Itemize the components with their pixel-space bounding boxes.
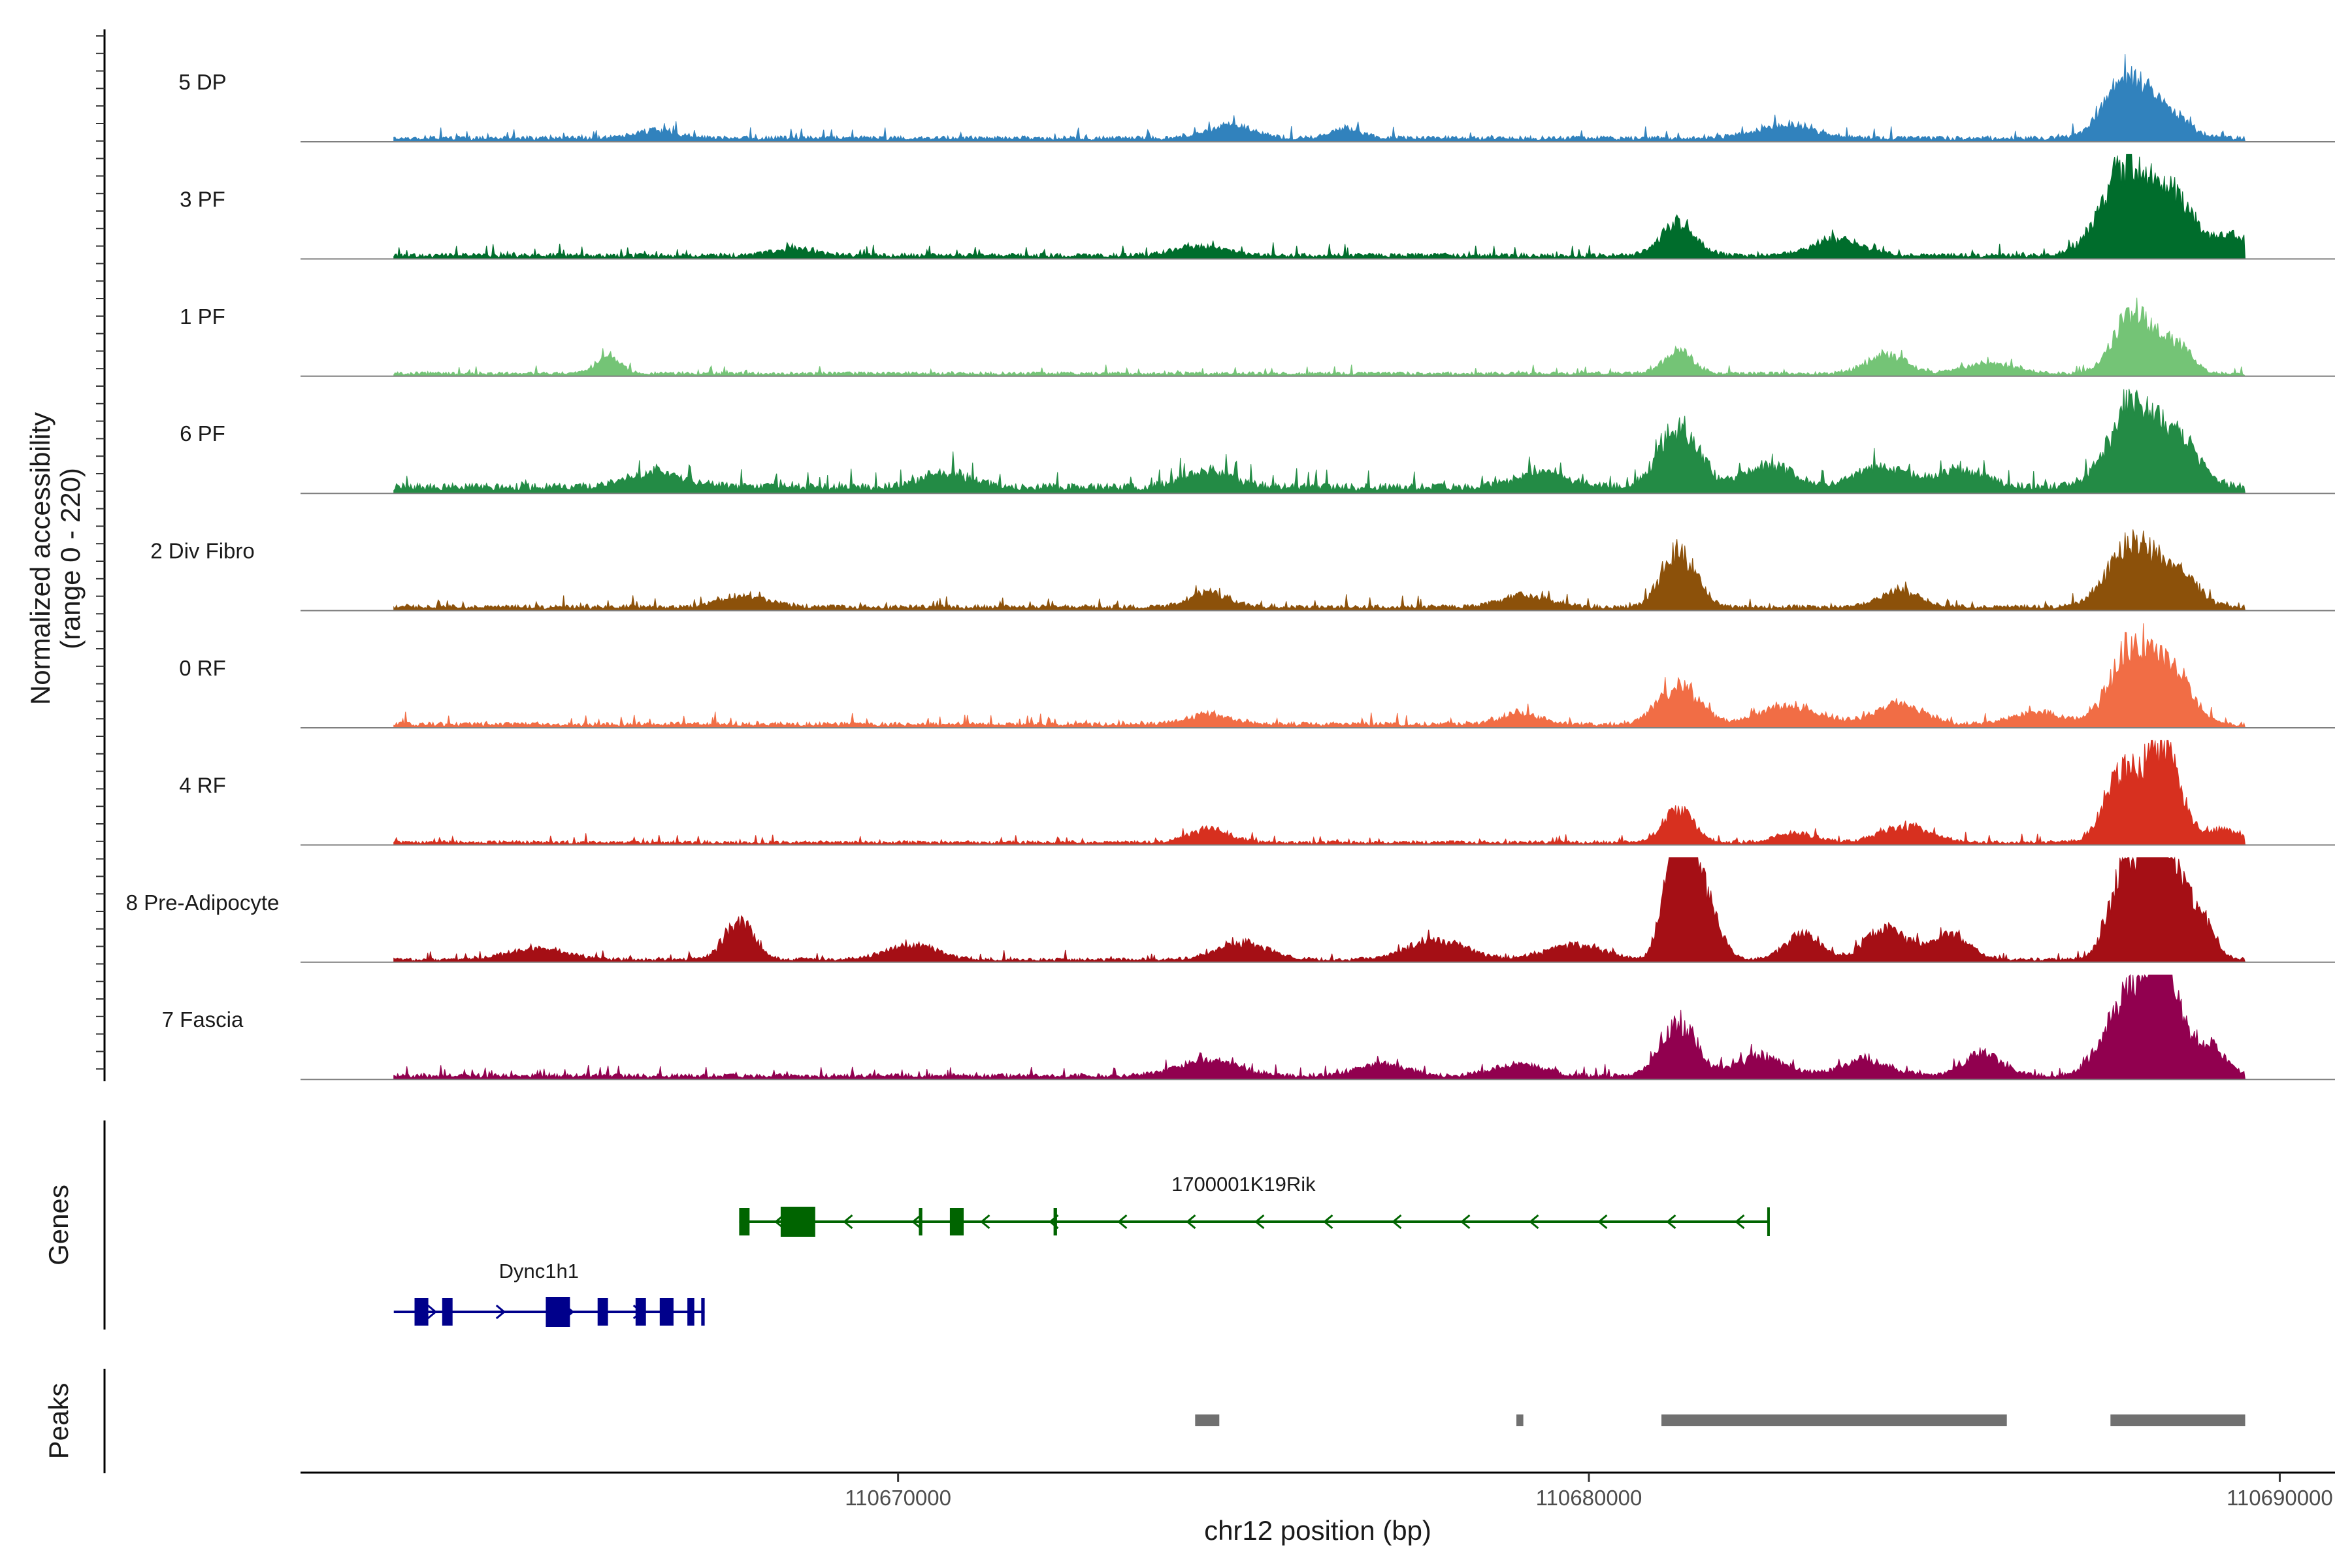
gene-exon <box>687 1298 694 1326</box>
track-label: 3 PF <box>180 187 225 211</box>
track-label: 7 Fascia <box>162 1007 244 1032</box>
strand-chevron <box>1117 1214 1128 1230</box>
x-axis-title: chr12 position (bp) <box>1204 1515 1431 1546</box>
track-signal <box>393 857 2246 963</box>
x-tick-label: 110670000 <box>845 1486 951 1510</box>
strand-chevron <box>843 1214 853 1230</box>
track: 5 DP <box>178 54 2335 142</box>
track-label: 8 Pre-Adipocyte <box>126 890 280 915</box>
y-axis-title: Normalized accessibility <box>25 412 56 705</box>
track: 7 Fascia <box>162 973 2335 1081</box>
track: 0 RF <box>179 623 2335 728</box>
strand-chevron <box>911 1214 922 1230</box>
track: 4 RF <box>179 740 2335 846</box>
x-tick-label: 110680000 <box>1536 1486 1642 1510</box>
strand-chevron <box>1597 1214 1608 1230</box>
track-signal <box>393 154 2246 259</box>
peak-region <box>1516 1414 1524 1426</box>
strand-chevron <box>1254 1214 1265 1230</box>
gene-label: Dync1h1 <box>499 1260 579 1282</box>
gene-exon <box>414 1298 429 1326</box>
track-signal <box>393 54 2246 142</box>
gene-exon <box>919 1208 923 1235</box>
strand-chevron <box>1323 1214 1333 1230</box>
gene-model: 1700001K19Rik <box>739 1173 1770 1237</box>
peak-region <box>1661 1414 2007 1426</box>
genes-panel-title: Genes <box>43 1184 74 1266</box>
track-label: 5 DP <box>178 70 226 94</box>
strand-chevron <box>427 1304 438 1320</box>
gene-exon <box>659 1298 674 1326</box>
track-signal <box>393 529 2246 612</box>
strand-chevron <box>1529 1214 1539 1230</box>
strand-chevron <box>1392 1214 1402 1230</box>
track-label: 4 RF <box>179 773 226 797</box>
track: 3 PF <box>180 154 2335 260</box>
track: 2 Div Fibro <box>150 529 2335 612</box>
peaks-panel-title: Peaks <box>43 1383 74 1460</box>
track-signal <box>393 973 2246 1080</box>
track-signal <box>393 740 2246 845</box>
gene-exon <box>701 1298 705 1326</box>
strand-chevron <box>1666 1214 1676 1230</box>
gene-exon <box>780 1207 815 1237</box>
track: 6 PF <box>180 389 2335 495</box>
gene-label: 1700001K19Rik <box>1171 1173 1316 1196</box>
peaks-panel <box>1195 1414 2246 1426</box>
y-axis-range: (range 0 - 220) <box>55 468 86 649</box>
x-axis-ticks: 110670000 110680000 110690000 <box>845 1473 2333 1510</box>
strand-chevron <box>1460 1214 1471 1230</box>
track-label: 2 Div Fibro <box>150 539 255 563</box>
gene-exon <box>1053 1208 1057 1235</box>
x-tick-label: 110690000 <box>2227 1486 2333 1510</box>
track: 8 Pre-Adipocyte <box>126 857 2335 963</box>
strand-chevron <box>495 1304 506 1320</box>
track-label: 6 PF <box>180 421 225 446</box>
gene-model: Dync1h1 <box>393 1260 705 1327</box>
gene-exon <box>442 1298 453 1326</box>
strand-chevron <box>1735 1214 1745 1230</box>
track-label: 0 RF <box>179 656 226 680</box>
track-signal <box>393 623 2246 728</box>
gene-exon <box>546 1297 570 1327</box>
peak-region <box>2110 1414 2246 1426</box>
strand-chevron <box>1186 1214 1196 1230</box>
genes-panel: 1700001K19Rik Dync1h1 <box>393 1173 1770 1327</box>
track-signal <box>393 389 2246 494</box>
gene-exon <box>597 1298 608 1326</box>
coverage-tracks: 5 DP 3 PF 1 PF 6 PF 2 Div Fibro 0 RF 4 RF 8 Pre… <box>126 54 2335 1081</box>
coverage-y-ticks <box>96 35 105 1070</box>
peak-region <box>1195 1414 1220 1426</box>
track-signal <box>393 297 2246 377</box>
track: 1 PF <box>180 297 2335 377</box>
gene-exon <box>739 1208 750 1235</box>
track-label: 1 PF <box>180 304 225 329</box>
strand-chevron <box>980 1214 990 1230</box>
gene-exon <box>635 1298 646 1326</box>
gene-exon <box>949 1208 964 1235</box>
